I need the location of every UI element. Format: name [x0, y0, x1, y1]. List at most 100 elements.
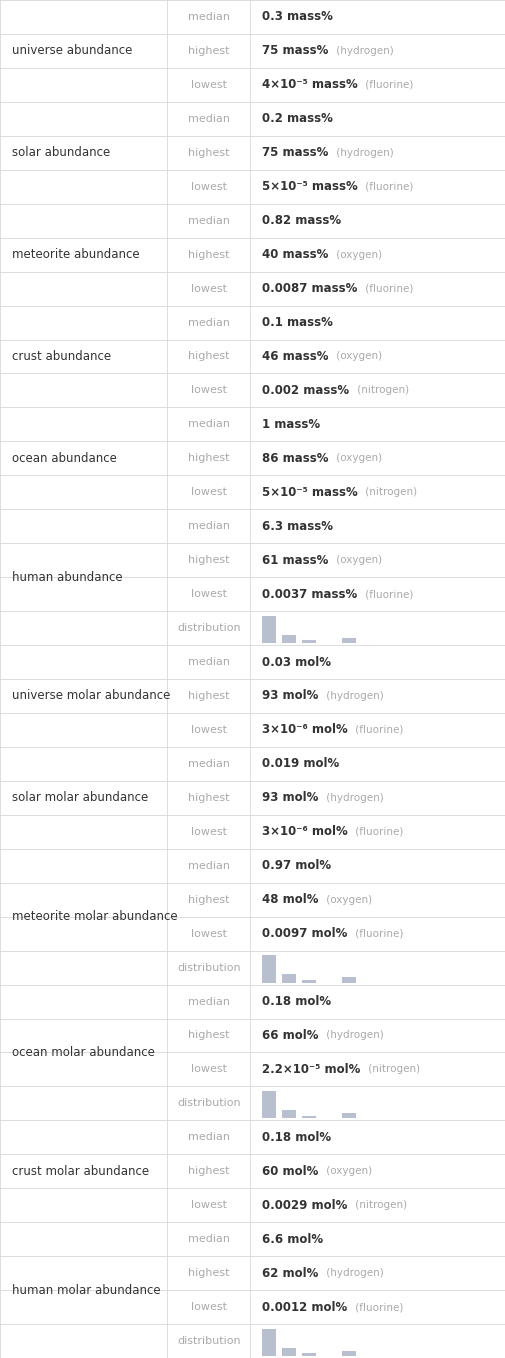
Text: 75 mass%: 75 mass% [262, 45, 328, 57]
Bar [342, 978, 356, 983]
Text: distribution: distribution [177, 1336, 240, 1346]
Text: (hydrogen): (hydrogen) [322, 1268, 383, 1278]
Text: 4×10⁻⁵ mass%: 4×10⁻⁵ mass% [262, 79, 358, 91]
Bar [302, 1116, 316, 1119]
Bar [262, 1329, 276, 1357]
Text: distribution: distribution [177, 1099, 240, 1108]
Text: (fluorine): (fluorine) [362, 182, 413, 191]
Text: 0.0037 mass%: 0.0037 mass% [262, 588, 357, 600]
Bar [302, 641, 316, 644]
Text: universe abundance: universe abundance [12, 45, 132, 57]
Text: 3×10⁻⁶ mol%: 3×10⁻⁶ mol% [262, 724, 347, 736]
Text: 86 mass%: 86 mass% [262, 452, 328, 464]
Text: (oxygen): (oxygen) [332, 555, 381, 565]
Bar [342, 638, 356, 644]
Text: 0.97 mol%: 0.97 mol% [262, 860, 331, 872]
Text: 0.002 mass%: 0.002 mass% [262, 384, 349, 397]
Text: (hydrogen): (hydrogen) [332, 46, 393, 56]
Bar [342, 1114, 356, 1119]
Text: (oxygen): (oxygen) [332, 352, 381, 361]
Text: lowest: lowest [190, 488, 226, 497]
Text: meteorite abundance: meteorite abundance [12, 249, 139, 261]
Text: 0.18 mol%: 0.18 mol% [262, 995, 331, 1008]
Text: median: median [187, 420, 229, 429]
Text: highest: highest [187, 895, 229, 904]
Bar [262, 956, 276, 983]
Text: (fluorine): (fluorine) [351, 725, 403, 735]
Text: highest: highest [187, 1031, 229, 1040]
Text: 93 mol%: 93 mol% [262, 792, 318, 804]
Text: 6.3 mass%: 6.3 mass% [262, 520, 333, 532]
Text: 0.019 mol%: 0.019 mol% [262, 758, 339, 770]
Text: 0.82 mass%: 0.82 mass% [262, 215, 341, 227]
Text: 0.2 mass%: 0.2 mass% [262, 113, 333, 125]
Text: solar molar abundance: solar molar abundance [12, 792, 148, 804]
Bar [302, 1354, 316, 1357]
Text: lowest: lowest [190, 80, 226, 90]
Text: ocean molar abundance: ocean molar abundance [12, 1046, 155, 1059]
Text: highest: highest [187, 691, 229, 701]
Text: (hydrogen): (hydrogen) [322, 691, 383, 701]
Text: median: median [187, 1234, 229, 1244]
Text: (oxygen): (oxygen) [332, 454, 381, 463]
Text: lowest: lowest [190, 386, 226, 395]
Bar [282, 636, 295, 644]
Text: 0.1 mass%: 0.1 mass% [262, 316, 333, 329]
Text: (nitrogen): (nitrogen) [353, 386, 408, 395]
Text: human molar abundance: human molar abundance [12, 1283, 160, 1297]
Text: median: median [187, 657, 229, 667]
Text: median: median [187, 318, 229, 327]
Text: meteorite molar abundance: meteorite molar abundance [12, 910, 177, 923]
Text: (nitrogen): (nitrogen) [364, 1065, 419, 1074]
Text: 1 mass%: 1 mass% [262, 418, 320, 430]
Text: median: median [187, 759, 229, 769]
Text: lowest: lowest [190, 1302, 226, 1312]
Text: 66 mol%: 66 mol% [262, 1029, 318, 1042]
Text: lowest: lowest [190, 929, 226, 938]
Text: 60 mol%: 60 mol% [262, 1165, 318, 1177]
Text: 40 mass%: 40 mass% [262, 249, 328, 261]
Text: 0.0029 mol%: 0.0029 mol% [262, 1199, 347, 1211]
Text: highest: highest [187, 555, 229, 565]
Text: (hydrogen): (hydrogen) [322, 1031, 383, 1040]
Text: median: median [187, 114, 229, 124]
Text: highest: highest [187, 352, 229, 361]
Text: (nitrogen): (nitrogen) [362, 488, 417, 497]
Text: (oxygen): (oxygen) [322, 895, 371, 904]
Text: lowest: lowest [190, 284, 226, 293]
Text: (fluorine): (fluorine) [351, 827, 403, 837]
Text: 62 mol%: 62 mol% [262, 1267, 318, 1279]
Text: highest: highest [187, 454, 229, 463]
Text: highest: highest [187, 1268, 229, 1278]
Text: median: median [187, 997, 229, 1006]
Text: highest: highest [187, 46, 229, 56]
Text: 0.0097 mol%: 0.0097 mol% [262, 928, 347, 940]
Text: (oxygen): (oxygen) [322, 1167, 371, 1176]
Text: 0.0012 mol%: 0.0012 mol% [262, 1301, 347, 1313]
Text: lowest: lowest [190, 827, 226, 837]
Text: 0.18 mol%: 0.18 mol% [262, 1131, 331, 1143]
Text: 61 mass%: 61 mass% [262, 554, 328, 566]
Text: (fluorine): (fluorine) [351, 1302, 402, 1312]
Text: crust abundance: crust abundance [12, 350, 111, 363]
Text: median: median [187, 521, 229, 531]
Text: lowest: lowest [190, 1065, 226, 1074]
Text: lowest: lowest [190, 725, 226, 735]
Text: highest: highest [187, 1167, 229, 1176]
Text: 6.6 mol%: 6.6 mol% [262, 1233, 323, 1245]
Text: 5×10⁻⁵ mass%: 5×10⁻⁵ mass% [262, 486, 358, 498]
Text: ocean abundance: ocean abundance [12, 452, 117, 464]
Bar [282, 1111, 295, 1119]
Text: universe molar abundance: universe molar abundance [12, 690, 170, 702]
Text: 0.3 mass%: 0.3 mass% [262, 11, 333, 23]
Text: lowest: lowest [190, 182, 226, 191]
Bar [302, 980, 316, 983]
Text: 75 mass%: 75 mass% [262, 147, 328, 159]
Text: (fluorine): (fluorine) [351, 929, 402, 938]
Text: 0.0087 mass%: 0.0087 mass% [262, 282, 357, 295]
Text: highest: highest [187, 148, 229, 158]
Text: (hydrogen): (hydrogen) [332, 148, 393, 158]
Text: lowest: lowest [190, 589, 226, 599]
Text: human abundance: human abundance [12, 570, 122, 584]
Text: (hydrogen): (hydrogen) [322, 793, 383, 803]
